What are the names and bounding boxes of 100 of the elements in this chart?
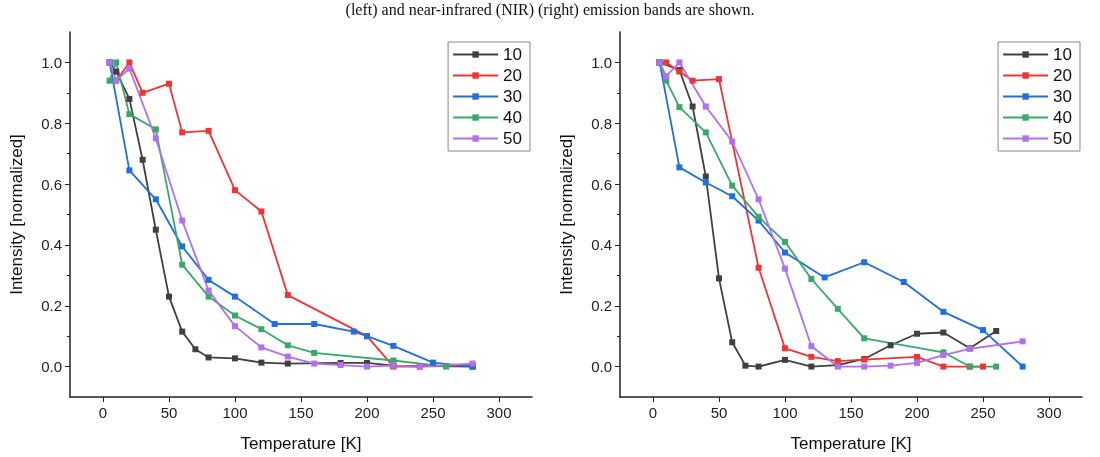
point bbox=[980, 363, 986, 370]
point bbox=[729, 138, 736, 145]
point bbox=[900, 279, 907, 286]
y-tick-label: 0.2 bbox=[591, 297, 612, 315]
point bbox=[834, 358, 841, 365]
y-tick-label: 0.8 bbox=[591, 114, 612, 132]
point bbox=[702, 173, 709, 180]
x-tick-label: 300 bbox=[486, 404, 512, 421]
point bbox=[755, 264, 762, 271]
point bbox=[113, 59, 120, 66]
point bbox=[782, 238, 788, 245]
point bbox=[284, 342, 291, 349]
point bbox=[808, 275, 815, 282]
point bbox=[232, 187, 238, 194]
point bbox=[821, 274, 828, 281]
point bbox=[782, 356, 788, 363]
point bbox=[192, 346, 199, 353]
point bbox=[179, 243, 186, 250]
point bbox=[126, 167, 133, 174]
point bbox=[205, 354, 212, 361]
point bbox=[755, 363, 762, 370]
text: (left) and near-infrared (NIR) (right) emission bands are shown. bbox=[345, 1, 755, 18]
point bbox=[232, 323, 238, 330]
point bbox=[663, 59, 670, 66]
point bbox=[152, 196, 159, 203]
point bbox=[993, 363, 1000, 370]
x-tick-label: 200 bbox=[354, 404, 380, 421]
point bbox=[364, 363, 370, 370]
y-axis-title: Intensity [normalized] bbox=[557, 134, 576, 295]
legend-label: 20 bbox=[1053, 66, 1073, 85]
y-tick-label: 0.0 bbox=[591, 358, 612, 376]
x-tick-label: 50 bbox=[160, 404, 178, 421]
point bbox=[443, 363, 450, 370]
legend-label: 30 bbox=[503, 87, 523, 106]
x-tick-label: 100 bbox=[222, 404, 248, 421]
point bbox=[113, 68, 120, 75]
point bbox=[914, 353, 920, 360]
x-tick-label: 150 bbox=[288, 404, 314, 421]
point bbox=[834, 305, 841, 312]
point bbox=[430, 359, 436, 366]
point bbox=[914, 359, 920, 366]
point bbox=[258, 208, 265, 215]
point bbox=[940, 329, 947, 336]
point bbox=[258, 359, 265, 366]
legend-label: 50 bbox=[1053, 129, 1073, 148]
y-axis-title: Intensity [normalized] bbox=[7, 134, 26, 295]
x-axis-title: Temperature [K] bbox=[790, 434, 912, 453]
legend-label: 30 bbox=[1053, 87, 1073, 106]
point bbox=[232, 355, 238, 362]
y-tick-label: 1.0 bbox=[41, 53, 62, 71]
x-tick-label: 150 bbox=[838, 404, 864, 421]
point bbox=[258, 326, 265, 333]
point bbox=[702, 129, 709, 136]
point bbox=[808, 353, 815, 360]
y-tick-label: 0.0 bbox=[41, 358, 62, 376]
point bbox=[258, 344, 265, 351]
legend-label: 40 bbox=[503, 108, 523, 127]
point bbox=[940, 363, 947, 370]
point bbox=[689, 77, 696, 84]
point bbox=[861, 363, 868, 370]
y-tick-label: 0.4 bbox=[41, 236, 62, 254]
point bbox=[350, 328, 357, 335]
point bbox=[284, 353, 291, 360]
point bbox=[676, 164, 683, 171]
x-tick-label: 250 bbox=[420, 404, 446, 421]
point bbox=[861, 259, 868, 266]
point bbox=[126, 111, 133, 118]
point bbox=[284, 360, 291, 367]
point bbox=[808, 343, 815, 350]
point bbox=[742, 362, 749, 369]
point bbox=[676, 104, 683, 111]
legend-label: 20 bbox=[503, 66, 523, 85]
point bbox=[311, 360, 318, 367]
x-tick-label: 50 bbox=[710, 404, 728, 421]
x-tick-label: 200 bbox=[904, 404, 930, 421]
point bbox=[126, 95, 133, 102]
point bbox=[980, 327, 986, 334]
y-tick-label: 0.8 bbox=[41, 114, 62, 132]
x-tick-label: 250 bbox=[970, 404, 996, 421]
point bbox=[179, 129, 186, 136]
point bbox=[126, 65, 133, 72]
point bbox=[152, 226, 159, 233]
legend-label: 40 bbox=[1053, 108, 1073, 127]
y-tick-label: 0.2 bbox=[41, 297, 62, 315]
point bbox=[390, 342, 397, 349]
point bbox=[808, 363, 815, 370]
y-tick-label: 0.6 bbox=[591, 175, 612, 193]
point bbox=[702, 179, 709, 186]
point bbox=[232, 312, 238, 319]
point bbox=[139, 156, 146, 163]
point bbox=[179, 261, 186, 268]
point bbox=[166, 80, 172, 87]
y-tick-label: 1.0 bbox=[591, 53, 612, 71]
point bbox=[1019, 338, 1026, 345]
point bbox=[940, 308, 947, 315]
point bbox=[914, 330, 920, 337]
point bbox=[755, 196, 762, 203]
point bbox=[782, 345, 788, 352]
point bbox=[782, 265, 788, 272]
y-tick-label: 0.6 bbox=[41, 175, 62, 193]
